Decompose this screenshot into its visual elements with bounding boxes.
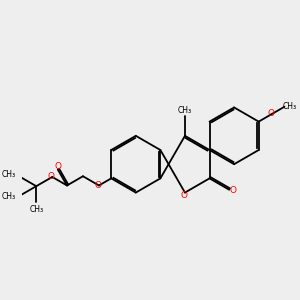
Text: CH₃: CH₃ [2, 192, 16, 201]
Text: O: O [180, 191, 187, 200]
Text: O: O [94, 181, 101, 190]
Text: O: O [54, 162, 61, 171]
Text: CH₃: CH₃ [29, 205, 43, 214]
Text: O: O [47, 172, 54, 182]
Text: O: O [268, 110, 274, 118]
Text: CH₃: CH₃ [178, 106, 192, 115]
Text: CH₃: CH₃ [2, 170, 16, 179]
Text: CH₃: CH₃ [283, 102, 297, 111]
Text: O: O [230, 186, 236, 195]
